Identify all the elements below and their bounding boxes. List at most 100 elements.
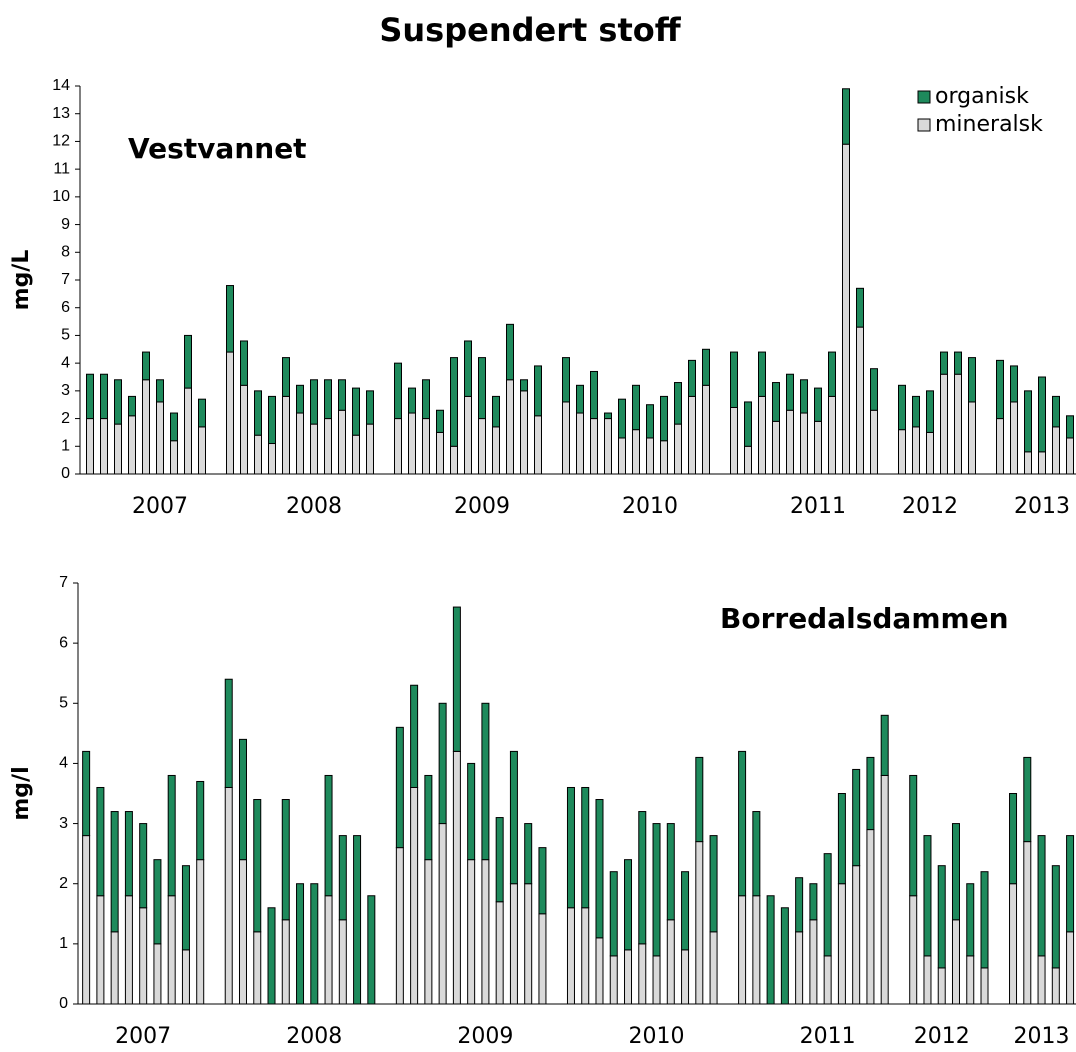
bar-segment xyxy=(100,418,108,475)
bar-segment xyxy=(609,871,618,957)
bar-segment xyxy=(866,756,875,831)
bar-segment xyxy=(1051,967,1060,1005)
bar-segment xyxy=(254,390,262,436)
bar-segment xyxy=(167,895,176,1005)
bar-segment xyxy=(352,387,360,436)
bar-segment xyxy=(492,395,500,428)
y-axis-label: mg/l xyxy=(9,766,34,820)
bar-segment xyxy=(681,949,690,1005)
x-tick-label: 2008 xyxy=(286,494,342,519)
bar-segment xyxy=(632,384,640,431)
bar-segment xyxy=(951,919,960,1005)
bar-segment xyxy=(604,412,612,420)
bar-segment xyxy=(538,913,547,1005)
legend-swatch xyxy=(917,90,931,104)
bar-segment xyxy=(581,907,590,1005)
bar-segment xyxy=(86,418,94,475)
bar-segment xyxy=(153,859,162,945)
bar-segment xyxy=(595,799,604,939)
bar-segment xyxy=(394,418,402,475)
y-tick-label: 10 xyxy=(52,188,70,205)
bar-segment xyxy=(198,398,206,428)
bar-segment xyxy=(795,931,804,1005)
bar-segment xyxy=(632,429,640,475)
bar-segment xyxy=(880,714,889,776)
bar-segment xyxy=(856,326,864,475)
bar-segment xyxy=(923,955,932,1005)
bar-segment xyxy=(452,750,461,1005)
bar-segment xyxy=(481,702,490,861)
bar-segment xyxy=(674,382,682,425)
bar-segment xyxy=(184,334,192,389)
bar-segment xyxy=(281,799,290,921)
bar-segment xyxy=(954,373,962,475)
bar-segment xyxy=(738,895,747,1005)
bar-segment xyxy=(609,955,618,1005)
bar-segment xyxy=(422,379,430,420)
bar-segment xyxy=(688,395,696,475)
bar-segment xyxy=(436,431,444,475)
bar-segment xyxy=(438,702,447,825)
bar-segment xyxy=(492,426,500,475)
bar-segment xyxy=(156,379,164,403)
bar-segment xyxy=(196,859,205,1005)
bar-segment xyxy=(786,373,794,411)
bar-segment xyxy=(646,437,654,475)
y-tick-label: 0 xyxy=(61,465,70,482)
bar-segment xyxy=(142,351,150,381)
bar-segment xyxy=(96,895,105,1005)
bar-segment xyxy=(1052,426,1060,475)
bar-segment xyxy=(926,431,934,475)
bar-segment xyxy=(590,418,598,475)
bar-segment xyxy=(909,895,918,1005)
bar-segment xyxy=(170,440,178,475)
bar-segment xyxy=(198,426,206,475)
y-tick-label: 6 xyxy=(61,299,70,316)
bar-segment xyxy=(324,895,333,1005)
y-tick-label: 1 xyxy=(61,438,70,455)
bar-segment xyxy=(852,865,861,1005)
bar-segment xyxy=(800,412,808,475)
bar-segment xyxy=(666,919,675,1005)
bar-segment xyxy=(828,351,836,397)
bar-segment xyxy=(1066,415,1074,439)
bar-segment xyxy=(467,762,476,861)
bar-segment xyxy=(1037,955,1046,1005)
bar-segment xyxy=(450,357,458,447)
y-tick-label: 6 xyxy=(59,634,68,651)
bar-segment xyxy=(926,390,934,433)
x-tick-label: 2010 xyxy=(622,494,678,519)
bar-segment xyxy=(296,384,304,414)
bar-segment xyxy=(424,774,433,861)
bar-segment xyxy=(695,841,704,1005)
bar-segment xyxy=(114,423,122,475)
bar-segment xyxy=(562,357,570,403)
bar-segment xyxy=(828,395,836,475)
bar-segment xyxy=(730,351,738,408)
bar-segment xyxy=(495,901,504,1005)
bar-segment xyxy=(464,340,472,397)
bar-segment xyxy=(506,323,514,381)
bar-segment xyxy=(758,395,766,475)
bar-segment xyxy=(534,365,542,417)
bar-segment xyxy=(253,799,262,933)
bar-segment xyxy=(282,395,290,475)
bar-segment xyxy=(324,774,333,897)
bar-segment xyxy=(338,835,347,921)
legend-label: organisk xyxy=(935,84,1029,109)
y-tick-label: 2 xyxy=(59,875,68,892)
x-tick-label: 2008 xyxy=(286,1024,342,1049)
bar-segment xyxy=(870,368,878,411)
bar-segment xyxy=(744,445,752,475)
bar-segment xyxy=(695,756,704,843)
bar-segment xyxy=(1024,451,1032,475)
y-tick-label: 3 xyxy=(59,815,68,832)
bar-segment xyxy=(86,373,94,420)
bar-segment xyxy=(604,418,612,475)
bar-segment xyxy=(224,678,233,788)
bar-segment xyxy=(338,379,346,411)
bar-segment xyxy=(310,423,318,475)
y-tick-label: 7 xyxy=(59,574,68,591)
bar-segment xyxy=(758,351,766,397)
bar-segment xyxy=(576,412,584,475)
